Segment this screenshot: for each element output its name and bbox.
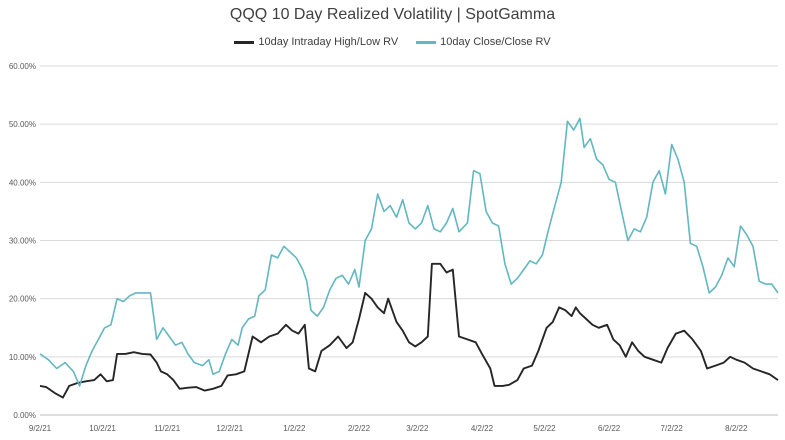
chart-title: QQQ 10 Day Realized Volatility | SpotGam… [229,6,556,23]
y-tick-label: 10.00% [9,353,36,362]
x-tick-label: 10/2/21 [89,424,116,433]
legend-label-close: 10day Close/Close RV [440,36,551,48]
legend: 10day Intraday High/Low RV 10day Close/C… [0,36,785,48]
x-tick-label: 6/2/22 [598,424,621,433]
y-tick-label: 60.00% [9,62,36,71]
x-tick-label: 8/2/22 [725,424,748,433]
x-tick-label: 1/2/22 [283,424,306,433]
x-tick-label: 9/2/21 [29,424,52,433]
x-tick-label: 3/2/22 [406,424,429,433]
x-tick-label: 2/2/22 [348,424,371,433]
legend-swatch-intraday [234,40,255,44]
y-tick-label: 40.00% [9,178,36,187]
legend-item-close: 10day Close/Close RV [416,36,551,48]
legend-label-intraday: 10day Intraday High/Low RV [258,36,399,48]
y-tick-label: 20.00% [9,295,36,304]
legend-item-intraday: 10day Intraday High/Low RV [234,36,398,48]
x-tick-label: 12/2/21 [216,424,243,433]
x-tick-label: 5/2/22 [533,424,556,433]
x-tick-label: 4/2/22 [471,424,494,433]
legend-swatch-close [416,40,437,44]
y-tick-label: 0.00% [13,411,36,420]
x-tick-label: 11/2/21 [154,424,181,433]
series-line-intraday-rv [39,262,779,399]
series-line-close-rv [39,117,779,387]
y-tick-label: 50.00% [9,120,36,129]
x-tick-label: 7/2/22 [661,424,684,433]
y-tick-label: 30.00% [9,237,36,246]
